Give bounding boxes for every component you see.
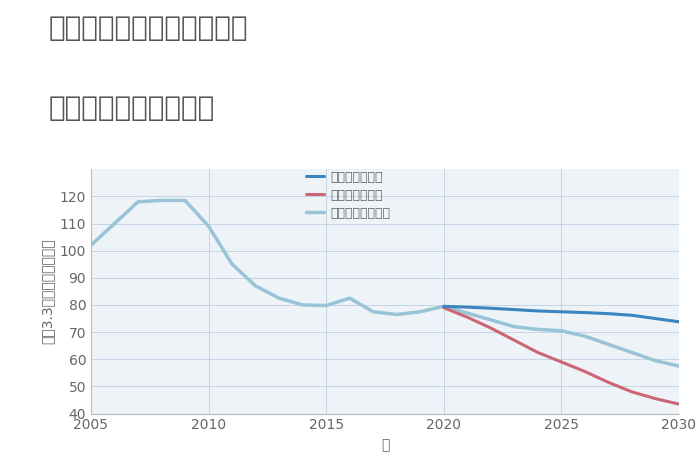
バッドシナリオ (604, 380, 612, 385)
グッドシナリオ (486, 306, 495, 311)
グッドシナリオ (628, 313, 636, 318)
グッドシナリオ (533, 308, 542, 314)
Text: 兵庫県豊岡市但東町南尾の: 兵庫県豊岡市但東町南尾の (49, 14, 248, 42)
ノーマルシナリオ (134, 199, 142, 204)
ノーマルシナリオ (87, 243, 95, 248)
バッドシナリオ (651, 396, 659, 401)
バッドシナリオ (486, 325, 495, 331)
Line: ノーマルシナリオ: ノーマルシナリオ (91, 200, 679, 366)
ノーマルシナリオ (346, 295, 354, 301)
バッドシナリオ (628, 389, 636, 395)
バッドシナリオ (675, 401, 683, 407)
グッドシナリオ (651, 316, 659, 321)
ノーマルシナリオ (581, 333, 589, 339)
バッドシナリオ (440, 305, 448, 311)
ノーマルシナリオ (628, 350, 636, 355)
グッドシナリオ (510, 307, 519, 313)
Text: 中古戸建ての価格推移: 中古戸建ての価格推移 (49, 94, 216, 122)
ノーマルシナリオ (463, 310, 472, 316)
ノーマルシナリオ (440, 304, 448, 309)
Legend: グッドシナリオ, バッドシナリオ, ノーマルシナリオ: グッドシナリオ, バッドシナリオ, ノーマルシナリオ (305, 171, 391, 219)
ノーマルシナリオ (251, 283, 260, 289)
バッドシナリオ (463, 314, 472, 320)
ノーマルシナリオ (181, 197, 189, 203)
バッドシナリオ (557, 359, 566, 365)
ノーマルシナリオ (651, 358, 659, 363)
バッドシナリオ (510, 337, 519, 343)
グッドシナリオ (675, 319, 683, 325)
ノーマルシナリオ (416, 309, 424, 314)
グッドシナリオ (440, 304, 448, 309)
グッドシナリオ (581, 310, 589, 315)
X-axis label: 年: 年 (381, 438, 389, 452)
ノーマルシナリオ (533, 327, 542, 332)
ノーマルシナリオ (557, 328, 566, 334)
Y-axis label: 坪（3.3㎡）単価（万円）: 坪（3.3㎡）単価（万円） (40, 239, 54, 344)
ノーマルシナリオ (204, 223, 213, 229)
グッドシナリオ (463, 305, 472, 310)
バッドシナリオ (581, 368, 589, 374)
ノーマルシナリオ (510, 324, 519, 329)
ノーマルシナリオ (158, 197, 166, 203)
バッドシナリオ (533, 350, 542, 355)
ノーマルシナリオ (486, 317, 495, 323)
ノーマルシナリオ (322, 303, 330, 308)
ノーマルシナリオ (369, 309, 377, 314)
グッドシナリオ (604, 311, 612, 316)
ノーマルシナリオ (111, 221, 119, 227)
Line: グッドシナリオ: グッドシナリオ (444, 306, 679, 322)
ノーマルシナリオ (228, 261, 237, 267)
グッドシナリオ (557, 309, 566, 314)
ノーマルシナリオ (675, 363, 683, 369)
ノーマルシナリオ (604, 342, 612, 347)
ノーマルシナリオ (393, 312, 401, 317)
Line: バッドシナリオ: バッドシナリオ (444, 308, 679, 404)
ノーマルシナリオ (298, 302, 307, 308)
ノーマルシナリオ (275, 295, 284, 301)
